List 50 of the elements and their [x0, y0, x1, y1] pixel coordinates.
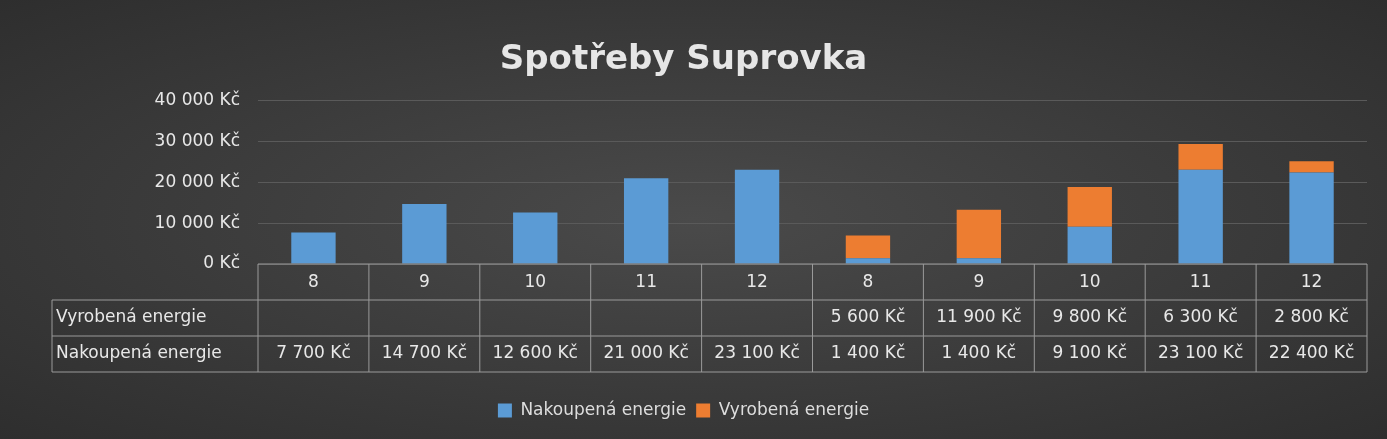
y-tick-label: 30 000 Kč: [154, 130, 240, 151]
data-label: 1 400 Kč: [830, 342, 906, 363]
data-label: 9 800 Kč: [1052, 306, 1128, 327]
x-tick-label: 9: [973, 270, 985, 291]
bar: [1067, 186, 1112, 227]
x-tick-label: 8: [308, 270, 319, 291]
x-tick-label: 12: [1300, 270, 1323, 291]
x-tick-label: 8: [862, 270, 874, 291]
text: Vyrobená energie: [56, 306, 207, 327]
legend-label: Nakoupená energie: [520, 398, 687, 419]
x-tick-label: 11: [635, 270, 657, 291]
bar: [956, 209, 1002, 259]
bar: [845, 235, 891, 259]
bar: [734, 169, 780, 264]
bar: [291, 232, 336, 264]
bar: [1178, 169, 1223, 264]
data-label: 6 300 Kč: [1163, 306, 1238, 327]
bar: [956, 258, 1002, 264]
bar: [513, 212, 558, 264]
bar: [1178, 144, 1223, 170]
y-tick-label: 0 Kč: [203, 252, 240, 273]
text: Nakoupená energie: [56, 342, 222, 363]
chart-title: Spotřeby Suprovka: [499, 37, 868, 78]
data-label: 23 100 Kč: [1157, 342, 1244, 363]
bar: [1067, 226, 1112, 264]
data-label: 11 900 Kč: [936, 306, 1022, 327]
y-tick-label: 10 000 Kč: [154, 211, 240, 232]
x-tick-label: 12: [746, 270, 768, 291]
x-tick-label: 10: [1078, 270, 1101, 291]
data-label: 12 600 Kč: [492, 342, 578, 363]
data-label: 5 600 Kč: [830, 306, 906, 327]
data-label: 14 700 Kč: [381, 342, 468, 363]
data-label: 7 700 Kč: [276, 342, 351, 363]
data-label: 1 400 Kč: [941, 342, 1017, 363]
legend-label: Vyrobená energie: [718, 398, 870, 419]
bar: [1289, 172, 1334, 264]
y-tick-label: 20 000 Kč: [154, 170, 240, 191]
x-tick-label: 9: [418, 270, 430, 291]
data-label: 23 100 Kč: [714, 342, 800, 363]
data-label: 2 800 Kč: [1274, 306, 1349, 327]
x-tick-label: 10: [524, 270, 547, 291]
bar: [1289, 161, 1334, 173]
bar: [845, 258, 891, 264]
data-label: 22 400 Kč: [1268, 342, 1355, 363]
data-label: 21 000 Kč: [603, 342, 689, 363]
bar: [623, 178, 669, 264]
y-tick-label: 40 000 Kč: [154, 89, 240, 110]
x-tick-label: 11: [1189, 270, 1212, 291]
data-label: 9 100 Kč: [1052, 342, 1128, 363]
bar: [402, 204, 447, 264]
